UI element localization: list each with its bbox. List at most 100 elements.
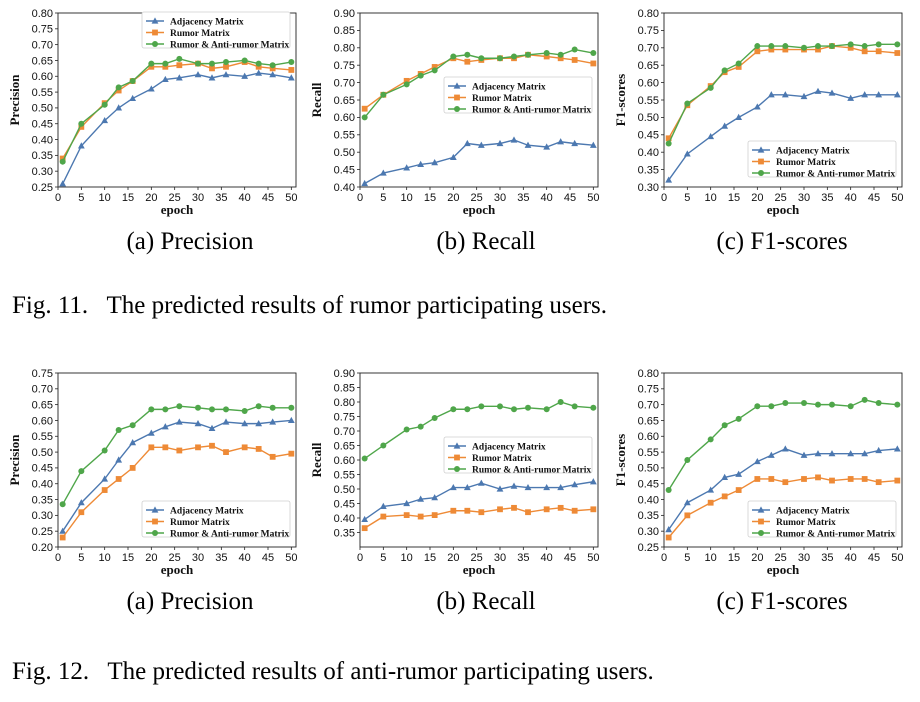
y-tick-label: 0.60 [334,455,355,467]
x-tick-label: 40 [541,552,553,564]
data-point [781,91,789,98]
data-point [847,476,854,482]
data-point [255,60,262,67]
data-point [861,396,868,403]
y-tick-label: 0.60 [638,77,659,89]
data-point [269,404,276,411]
subcaption-fig12-c: (c) F1-scores [716,588,848,615]
data-point [665,140,672,147]
y-tick-label: 0.50 [638,463,659,475]
data-point [800,92,808,100]
y-tick-label: 0.75 [32,24,53,36]
legend-marker [454,466,460,472]
data-point [707,132,715,140]
y-tick-label: 0.70 [638,399,659,411]
x-tick-label: 5 [380,192,386,204]
data-point [361,179,369,187]
data-point [241,57,248,64]
y-tick-label: 0.50 [32,447,53,459]
x-tick-label: 15 [424,552,436,564]
data-point [431,159,439,166]
x-tick-label: 50 [587,552,599,564]
x-tick-label: 10 [401,552,413,564]
y-tick-label: 0.25 [32,526,53,538]
x-tick-label: 20 [751,552,763,564]
x-tick-label: 30 [798,192,810,204]
data-point [754,476,761,482]
data-point [510,136,518,143]
data-point [721,67,728,74]
data-point [782,400,789,407]
x-tick-label: 50 [285,552,297,564]
y-tick-label: 0.55 [638,95,659,107]
legend-label: Adjacency Matrix [472,442,546,452]
x-tick-label: 15 [122,192,134,204]
data-point [768,476,775,482]
data-point [847,403,854,410]
x-tick-label: 5 [78,192,84,204]
data-point [557,504,564,511]
legend-marker [758,158,764,165]
data-point [543,406,550,413]
data-point [463,483,471,491]
series-rumor-anti-rumor-matrix [361,46,597,121]
data-point [894,401,901,408]
x-tick-label: 25 [169,192,181,204]
data-point [828,450,836,457]
data-point [288,59,295,66]
legend-marker [152,29,158,36]
data-point [511,504,517,511]
data-point [571,57,578,63]
chart-svg: 0.35 0.40 0.45 0.50 0.55 0.60 0.65 0.70 0.75 0.80… [309,368,599,577]
data-point [148,60,155,67]
y-tick-label: 0.75 [32,368,53,380]
data-point [147,429,155,436]
data-point [208,74,216,81]
data-point [417,495,425,502]
data-point [735,60,742,67]
x-tick-label: 45 [564,192,576,204]
data-point [176,447,183,454]
legend-marker [757,506,765,513]
x-tick-label: 45 [564,552,576,564]
y-tick-label: 0.70 [32,384,53,396]
data-point [431,414,438,421]
x-tick-label: 30 [494,192,506,204]
data-point [222,418,230,425]
data-point [571,481,579,488]
legend-box [141,500,291,538]
data-point [815,401,821,408]
data-point [417,513,424,520]
series-rumor-matrix [361,504,597,532]
data-point [195,444,201,451]
legend-box [443,76,593,114]
data-point [288,450,295,457]
data-point [77,499,85,506]
series-adjacency-matrix [361,136,597,187]
data-point [557,138,565,145]
data-point [847,44,854,51]
data-point [162,406,169,413]
data-point [768,46,775,53]
data-point [78,468,85,475]
x-tick-label: 0 [661,192,667,204]
x-tick-label: 25 [471,552,483,564]
legend-label: Adjacency Matrix [472,82,546,92]
x-tick-label: 10 [401,192,413,204]
legend-marker [453,82,461,89]
data-point [115,476,122,482]
series-rumor-anti-rumor-matrix [59,55,295,165]
data-point [511,53,517,60]
data-point [735,415,742,422]
data-point [361,105,368,112]
series-rumor-anti-rumor-matrix [361,399,597,462]
series-rumor-anti-rumor-matrix [59,403,295,508]
x-tick-label: 10 [705,192,717,204]
y-tick-label: 0.30 [32,510,53,522]
y-tick-label: 0.40 [334,513,355,525]
data-point [101,475,109,482]
data-point [101,116,109,124]
chart-fig11-recall: 0.40 0.45 0.50 0.55 0.60 0.65 0.70 0.75 0.80 0.85… [308,2,608,242]
